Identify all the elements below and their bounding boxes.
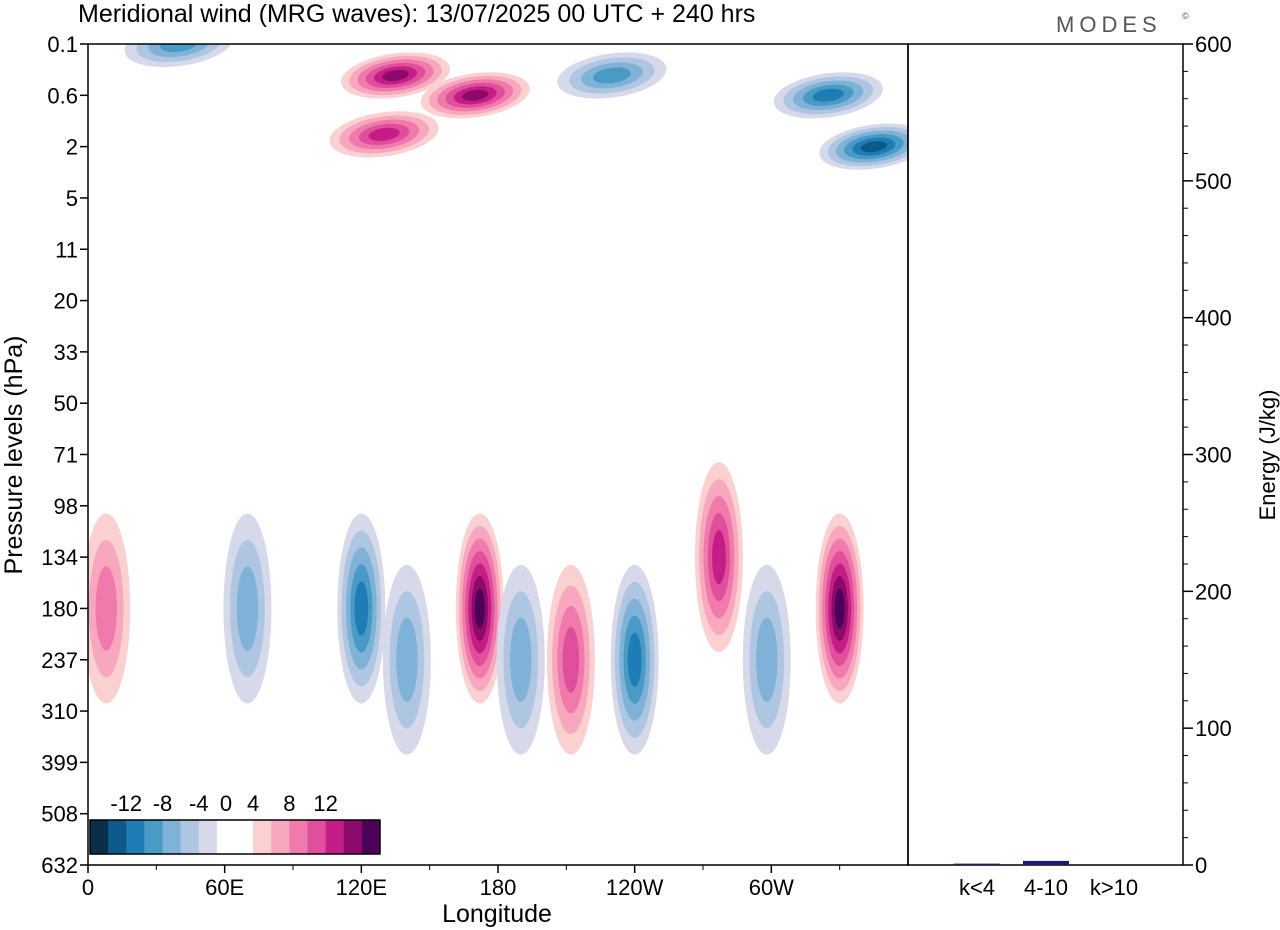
contour-shading: [160, 44, 199, 53]
contour-shading: [812, 88, 844, 102]
colorbar-label: 4: [247, 791, 259, 816]
y-tick-label: 632: [41, 853, 78, 878]
energy-tick-label: 500: [1195, 169, 1232, 194]
y-tick-label: 399: [41, 750, 78, 775]
contour-shading: [834, 588, 845, 629]
colorbar-label: -8: [153, 791, 173, 816]
contour-shading: [627, 632, 642, 687]
y-tick-label: 310: [41, 699, 78, 724]
y-tick-label: 180: [41, 596, 78, 621]
energy-tick-label: 0: [1195, 853, 1207, 878]
y-axis-label: Pressure levels (hPa): [0, 336, 28, 575]
colorbar-swatch: [235, 820, 254, 854]
y-tick-label: 237: [41, 648, 78, 673]
colorbar-swatch: [216, 820, 236, 854]
y-tick-label: 50: [54, 391, 78, 416]
colorbar-swatch: [271, 820, 290, 854]
contour-shading: [510, 617, 532, 702]
colorbar-label: 8: [283, 791, 295, 816]
colorbar-frame: [89, 819, 381, 855]
x-tick-label: 120E: [336, 875, 387, 900]
contour-shading: [562, 626, 580, 693]
x-axis: 0 60E 120E 180 120W 60W: [82, 865, 841, 900]
colorbar-swatch: [126, 820, 145, 854]
brand-logo: MODES: [1056, 12, 1162, 37]
y-tick-label: 71: [54, 443, 78, 468]
energy-category-label: 4-10: [1024, 875, 1068, 900]
colorbar-label: 12: [313, 791, 337, 816]
colorbar-swatch: [90, 820, 109, 854]
energy-tick-label: 600: [1195, 32, 1232, 57]
x-tick-label: 180: [480, 875, 517, 900]
energy-category-label: k>10: [1090, 875, 1138, 900]
x-tick-label: 60W: [749, 875, 794, 900]
energy-tick-label: 400: [1195, 306, 1232, 331]
contour-shading: [95, 566, 117, 651]
contour-shading: [592, 67, 631, 84]
colorbar-swatch: [343, 820, 363, 854]
energy-category-label: k<4: [959, 875, 995, 900]
contour-shading: [354, 581, 369, 636]
energy-tick-label: 100: [1195, 716, 1232, 741]
y-axis: 0.1 0.6 2 5 11 20 33 50 71 98 134 180 237 310 399 508 63…: [41, 32, 88, 878]
x-tick-label: 120W: [606, 875, 664, 900]
contour-shading: [462, 89, 489, 101]
contour-plot: [88, 44, 908, 865]
contour-shading: [368, 127, 400, 141]
y-tick-label: 0.1: [47, 32, 78, 57]
y-tick-label: 508: [41, 802, 78, 827]
y-tick-label: 5: [66, 186, 78, 211]
colorbar-swatch: [361, 820, 381, 854]
colorbar-swatch: [198, 820, 218, 854]
energy-panel-frame: [907, 43, 1184, 866]
y-tick-label: 20: [54, 289, 78, 314]
colorbar-swatch: [162, 820, 182, 854]
y-tick-label: 2: [66, 135, 78, 160]
energy-bar: [1023, 860, 1069, 865]
colorbar-swatch: [253, 820, 272, 854]
colorbar-swatch: [180, 820, 200, 854]
colorbar-swatch: [325, 820, 345, 854]
contour-shading: [236, 566, 259, 651]
contour-shading: [474, 588, 485, 629]
contour-shading: [860, 141, 888, 153]
y-tick-label: 11: [55, 237, 78, 262]
energy-bar-chart: 0 100 200 300 400 500 600 k<4 4-10 k>10: [954, 32, 1232, 900]
colorbar-label: -12: [110, 791, 142, 816]
y-tick-label: 98: [54, 494, 78, 519]
energy-tick-label: 200: [1195, 579, 1232, 604]
y-tick-label: 33: [54, 340, 78, 365]
colorbar-swatch: [289, 820, 308, 854]
colorbar-label: 0: [220, 791, 232, 816]
x-tick-label: 0: [82, 875, 94, 900]
colorbar-swatch: [108, 820, 127, 854]
colorbar: -12 -8 -4 0 4 8 12: [89, 791, 381, 855]
energy-tick-label: 300: [1195, 443, 1232, 468]
colorbar-swatch: [307, 820, 327, 854]
contour-shading: [756, 617, 778, 702]
energy-axis-label: Energy (J/kg): [1255, 390, 1280, 521]
colorbar-swatch: [144, 820, 163, 854]
x-tick-label: 60E: [205, 875, 244, 900]
chart-title: Meridional wind (MRG waves): 13/07/2025 …: [78, 0, 755, 28]
y-tick-label: 0.6: [47, 83, 78, 108]
brand-mark: ©: [1182, 11, 1189, 21]
energy-bar: [954, 863, 1000, 865]
colorbar-label: -4: [189, 791, 209, 816]
contour-shading: [396, 617, 418, 702]
x-axis-label: Longitude: [442, 900, 552, 928]
contour-shading: [712, 530, 726, 585]
y-tick-label: 134: [41, 545, 78, 570]
contour-shading: [382, 69, 409, 82]
